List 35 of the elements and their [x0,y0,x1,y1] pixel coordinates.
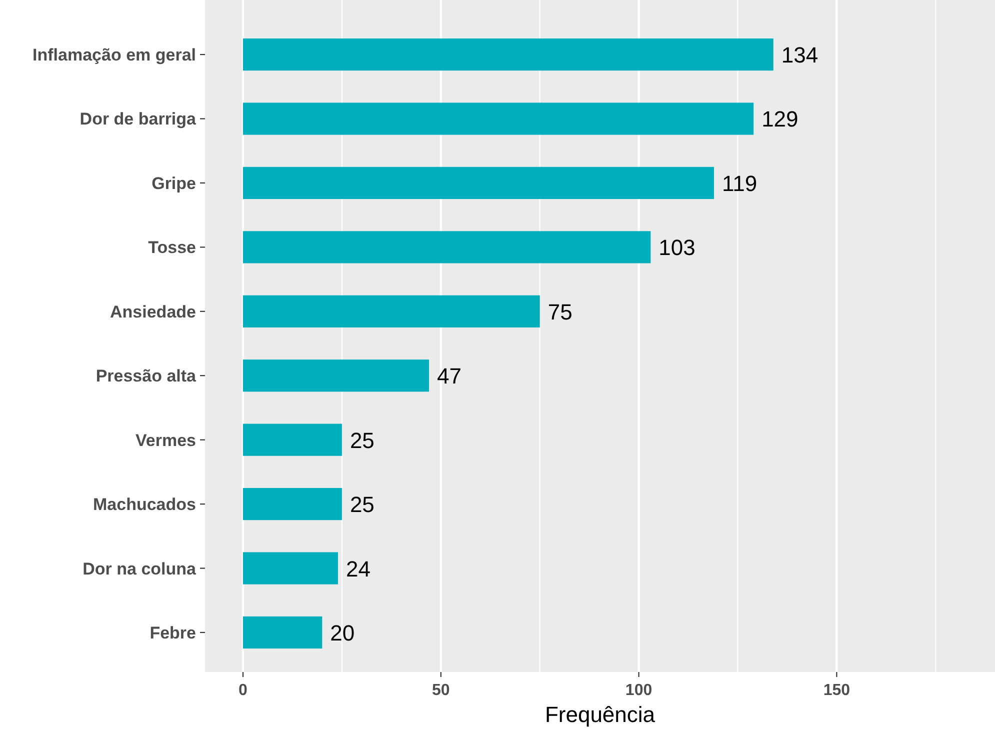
bar [242,360,430,392]
x-tick-label: 150 [823,682,850,699]
y-tick-label: Pressão alta [96,366,197,386]
data-label: 134 [781,42,818,68]
bar [242,102,754,135]
bar [242,616,322,649]
bar [242,552,338,584]
y-tick-label: Vermes [136,430,196,450]
data-label: 24 [346,556,370,582]
data-label: 129 [762,106,798,132]
y-tick-label: Inflamação em geral [32,46,196,65]
data-label: 25 [350,492,374,518]
data-label: 47 [437,364,462,389]
data-label: 25 [350,428,374,453]
x-tick-label: 50 [432,682,450,699]
y-tick-label: Gripe [152,174,196,193]
y-tick-label: Ansiedade [110,302,196,322]
data-label: 20 [330,620,355,646]
bar [242,38,774,71]
bar [242,166,714,200]
bar [242,295,540,328]
data-label: 103 [658,235,696,260]
bar [242,231,651,264]
y-tick-label: Dor na coluna [82,559,197,578]
y-tick-label: Febre [150,623,196,642]
y-tick-label: Dor de barriga [80,110,197,129]
y-tick-label: Tosse [148,238,196,258]
data-label: 119 [722,170,758,196]
data-label: 75 [548,299,572,324]
y-tick-label: Machucados [93,495,196,514]
bar [242,488,342,520]
x-tick-label: 100 [625,682,652,699]
x-axis-title: Frequência [544,702,656,727]
x-tick-label: 0 [238,682,248,699]
bar [242,424,342,456]
